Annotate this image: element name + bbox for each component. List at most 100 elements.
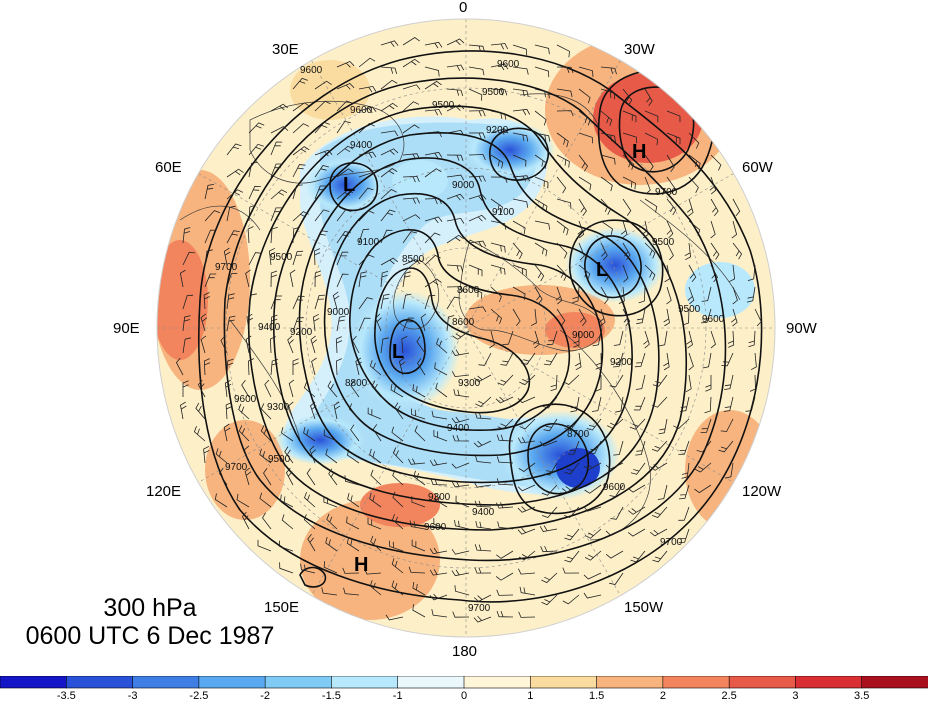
wind-barb: [451, 569, 470, 577]
wind-barb: [578, 66, 594, 77]
wind-barb: [226, 272, 238, 288]
wind-barb: [518, 611, 536, 618]
pressure-centers: H H L L L: [343, 141, 646, 576]
contour-label: 8500: [402, 254, 425, 265]
wind-barb: [446, 88, 464, 97]
meridian-label-120e: 120E: [146, 483, 182, 500]
wind-barb: [215, 448, 228, 464]
wind-barb: [446, 234, 464, 244]
colorbar-tick-label: -2: [260, 690, 270, 702]
wind-barb: [182, 251, 196, 266]
wind-barb: [701, 286, 712, 302]
colorbar-tick-label: 1.5: [588, 690, 605, 702]
wind-barb: [369, 448, 382, 464]
wind-barb: [346, 449, 360, 464]
colorbar-tick-label: 2.5: [721, 690, 737, 702]
wind-barb: [333, 401, 341, 420]
wind-barb: [628, 506, 646, 515]
wind-barb: [281, 514, 294, 530]
wind-barb: [687, 286, 695, 305]
wind-barb: [326, 513, 338, 530]
wind-barb: [303, 382, 316, 398]
wind-barb: [263, 468, 272, 486]
wind-barb: [358, 57, 376, 68]
wind-barb: [370, 535, 382, 552]
wind-barb: [534, 198, 548, 213]
wind-barb: [424, 294, 436, 310]
wind-barb: [747, 264, 756, 281]
wind-barb: [512, 154, 527, 167]
wind-barb: [446, 296, 461, 310]
wind-barb: [429, 569, 448, 576]
wind-barb: [512, 220, 526, 234]
wind-barb: [424, 197, 442, 205]
wind-barb: [578, 154, 588, 172]
meridian-label-120w: 120W: [742, 483, 782, 500]
colorbar-swatch: [662, 676, 730, 689]
wind-barb: [578, 242, 585, 261]
wind-barb: [644, 154, 654, 172]
wind-barb: [346, 537, 360, 552]
wind-barb: [367, 407, 382, 420]
wind-barb: [314, 165, 329, 178]
wind-barb: [600, 88, 616, 100]
wind-barb: [402, 293, 412, 310]
wind-barb: [260, 425, 272, 442]
wind-barb: [336, 189, 354, 200]
wind-barb: [657, 484, 668, 500]
wind-barb: [578, 308, 587, 327]
wind-barb: [644, 176, 651, 195]
colorbar-tick-label: 3: [792, 690, 799, 702]
wind-barb: [259, 492, 272, 508]
wind-barb: [583, 592, 602, 599]
wind-barb: [284, 446, 294, 464]
wind-barb: [556, 132, 569, 148]
wind-barb: [518, 462, 536, 472]
wind-barb: [369, 360, 382, 376]
wind-barb: [311, 357, 317, 376]
wind-barb: [411, 496, 426, 508]
wind-barb: [700, 308, 712, 324]
wind-barb: [226, 168, 244, 178]
contour-label: 9500: [432, 100, 455, 111]
wind-barb: [512, 175, 530, 182]
wind-barb: [634, 352, 646, 368]
contour-label: 9400: [472, 507, 495, 518]
wind-barb: [652, 374, 668, 387]
wind-barb: [455, 495, 470, 508]
wind-barb: [651, 396, 668, 408]
contour-label: 9000: [327, 307, 350, 318]
contour-label: 9700: [215, 262, 238, 273]
wind-barb: [473, 615, 492, 623]
contour-label: 9700: [225, 462, 248, 473]
low-center-marker: L: [392, 341, 404, 363]
wind-barb: [364, 568, 382, 575]
wind-barb: [336, 120, 351, 134]
wind-barb: [721, 352, 734, 367]
contour-label: 9600: [603, 482, 626, 493]
wind-barb: [490, 110, 507, 120]
graticule: [157, 19, 775, 637]
wind-barb: [402, 37, 420, 46]
wind-barb: [704, 396, 712, 414]
wind-barb: [402, 197, 420, 204]
wind-barb: [600, 66, 617, 75]
wind-barb: [451, 371, 470, 378]
wind-barb: [446, 174, 465, 181]
wind-barb: [402, 271, 412, 288]
contour-label: 9500: [270, 252, 293, 263]
contour-label: 9600: [350, 105, 373, 116]
map-border: [156, 18, 776, 638]
wind-barb: [452, 435, 470, 442]
wind-barb: [512, 308, 521, 327]
wind-barb: [534, 154, 547, 169]
wind-barb: [688, 220, 701, 236]
wind-barb: [694, 462, 712, 473]
wind-barb: [585, 528, 602, 539]
wind-barb: [636, 308, 646, 325]
wind-barb: [578, 110, 591, 126]
wind-barb: [754, 308, 762, 327]
wind-barb: [402, 231, 417, 244]
wind-barb: [578, 132, 593, 144]
wind-barb: [600, 110, 613, 126]
